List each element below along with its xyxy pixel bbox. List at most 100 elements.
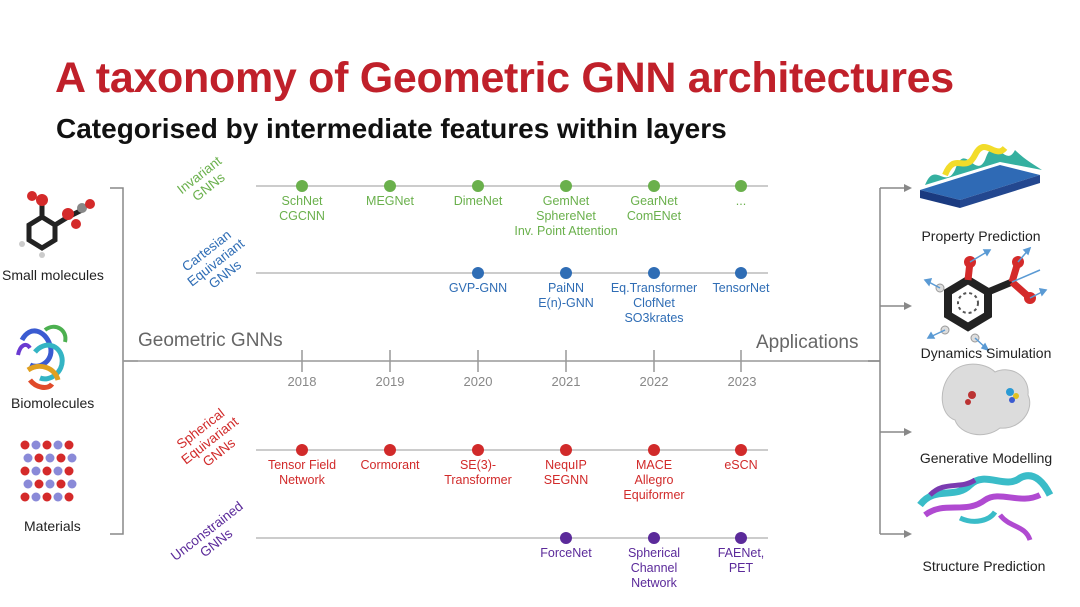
timeline-node <box>296 180 308 192</box>
input-label-materials: Materials <box>24 518 81 534</box>
page-title: A taxonomy of Geometric GNN architecture… <box>55 54 954 102</box>
row-nodes <box>296 180 747 544</box>
app-label-structure-prediction: Structure Prediction <box>922 558 1046 574</box>
node-label-line: Network <box>279 473 325 487</box>
timeline-node <box>472 180 484 192</box>
node-label: SchNet CGCNN <box>237 194 367 224</box>
timeline-node <box>384 180 396 192</box>
node-label-line: TensorNet <box>712 281 770 295</box>
node-label: Tensor Field Network <box>237 458 367 488</box>
atom <box>53 440 63 450</box>
app-label-generative-modelling: Generative Modelling <box>919 450 1053 466</box>
node-label-line: E(n)-GNN <box>538 296 594 310</box>
atom <box>67 479 77 489</box>
node-label-line: GearNet <box>630 194 678 208</box>
node-label-line: PET <box>728 561 754 575</box>
node-label: TensorNet <box>676 281 806 296</box>
atom <box>20 440 30 450</box>
node-label-line: Allegro <box>634 473 674 487</box>
node-label-line: Tensor Field <box>267 458 337 472</box>
atom <box>42 492 52 502</box>
year-ticks <box>301 350 742 372</box>
atom <box>64 492 74 502</box>
applications-label: Applications <box>756 332 859 353</box>
timeline-node <box>735 180 747 192</box>
atom <box>42 440 52 450</box>
timeline-node <box>472 267 484 279</box>
node-label-line: DimeNet <box>453 194 503 208</box>
node-label-line: Spherical <box>627 546 681 560</box>
app-arrows <box>880 184 912 538</box>
atom <box>56 479 66 489</box>
node-label-line: CGCNN <box>279 209 325 223</box>
generative-modelling-image <box>941 363 1031 436</box>
year-label: 2019 <box>375 374 405 389</box>
node-label-line: SEGNN <box>543 473 589 487</box>
property-prediction-image <box>920 143 1042 208</box>
node-label: GVP-GNN <box>413 281 543 296</box>
node-label: GearNet ComENet <box>589 194 719 224</box>
arrow-head <box>904 302 912 310</box>
node-label-line: GVP-GNN <box>448 281 508 295</box>
node-label: ForceNet <box>501 546 631 561</box>
node-label: Spherical Channel Network <box>589 546 719 591</box>
app-label-property-prediction: Property Prediction <box>921 228 1041 244</box>
timeline-node <box>735 267 747 279</box>
left-bracket <box>110 187 124 535</box>
materials-image <box>20 440 77 502</box>
timeline-node <box>560 532 572 544</box>
node-label-line: MEGNet <box>366 194 414 208</box>
row-lines <box>256 185 768 539</box>
timeline-node <box>735 532 747 544</box>
atom <box>31 440 41 450</box>
node-label: PaiNN E(n)-GNN <box>501 281 631 311</box>
atom <box>20 492 30 502</box>
atom <box>64 466 74 476</box>
node-label-line: PaiNN <box>547 281 585 295</box>
node-label-line: SphereNet <box>536 209 596 223</box>
timeline-node <box>648 532 660 544</box>
year-label: 2020 <box>463 374 493 389</box>
node-label-line: Network <box>631 576 677 590</box>
timeline-node <box>648 267 660 279</box>
node-label-line: SchNet <box>281 194 323 208</box>
node-label-line: Equiformer <box>623 488 685 502</box>
node-label-line: ... <box>735 194 747 208</box>
node-label-line: Inv. Point Attention <box>514 224 618 238</box>
small-molecule-image <box>19 191 95 258</box>
node-label-line: ForceNet <box>540 546 592 560</box>
node-label-line: SE(3)- <box>459 458 497 472</box>
timeline-node <box>648 180 660 192</box>
atom <box>53 492 63 502</box>
node-label: SE(3)- Transformer <box>413 458 543 488</box>
atom <box>23 479 33 489</box>
timeline-node <box>648 444 660 456</box>
node-label: DimeNet <box>413 194 543 209</box>
node-label-line: Channel <box>630 561 678 575</box>
structure-prediction-image <box>917 472 1054 542</box>
node-label: MEGNet <box>325 194 455 209</box>
node-label-line: MACE <box>635 458 673 472</box>
timeline-node <box>560 444 572 456</box>
node-label: FAENet, PET <box>676 546 806 576</box>
atom <box>31 492 41 502</box>
year-label: 2022 <box>639 374 669 389</box>
geometric-gnns-label: Geometric GNNs <box>138 330 283 351</box>
biomolecule-image <box>16 324 68 390</box>
atom <box>31 466 41 476</box>
year-label: 2018 <box>287 374 317 389</box>
timeline-node <box>560 180 572 192</box>
node-label: Eq.Transformer ClofNet SO3krates <box>589 281 719 326</box>
year-label: 2021 <box>551 374 581 389</box>
node-label: GemNet SphereNet Inv. Point Attention <box>501 194 631 239</box>
atom <box>64 440 74 450</box>
timeline-node <box>472 444 484 456</box>
atom <box>20 466 30 476</box>
app-label-dynamics-simulation: Dynamics Simulation <box>920 345 1052 361</box>
atom <box>56 453 66 463</box>
atom <box>23 453 33 463</box>
atom <box>42 466 52 476</box>
node-label: MACE Allegro Equiformer <box>589 458 719 503</box>
node-label: Cormorant <box>325 458 455 473</box>
